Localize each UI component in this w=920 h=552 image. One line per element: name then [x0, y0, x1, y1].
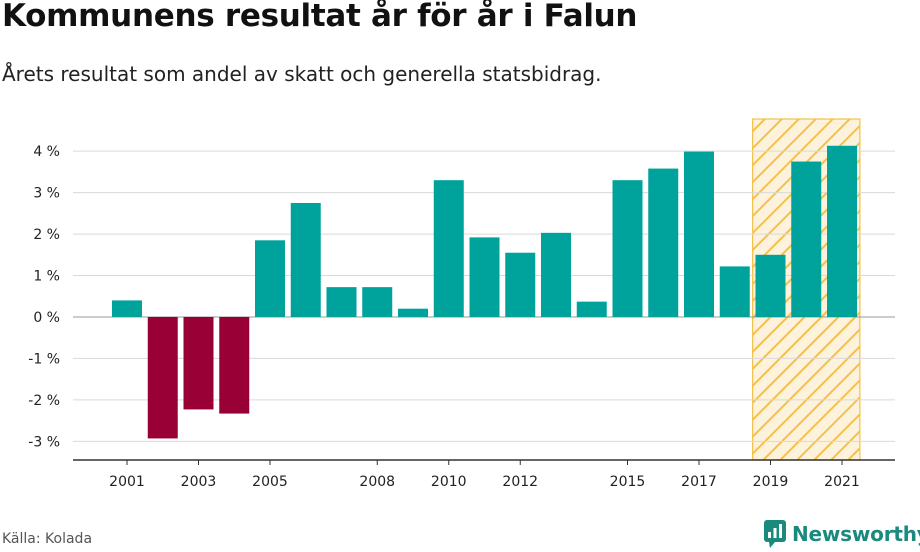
y-tick-label: 3 % [33, 186, 60, 202]
bar [755, 254, 786, 317]
y-tick-label: -2 % [28, 393, 60, 409]
x-tick-label: 2015 [610, 474, 646, 490]
bar [362, 287, 393, 317]
x-tick-label: 2008 [359, 474, 395, 490]
brand-name: Newsworthy [792, 522, 920, 546]
bar [219, 316, 250, 414]
brand-logo: Newsworthy [764, 520, 920, 548]
bar [290, 202, 321, 317]
bar [827, 145, 857, 317]
bar [505, 252, 536, 317]
y-tick-label: 0 % [33, 310, 60, 326]
bar [648, 168, 679, 317]
bar [147, 316, 178, 439]
x-tick-label: 2005 [252, 474, 288, 490]
y-tick-label: -3 % [28, 434, 60, 450]
y-tick-label: -1 % [28, 351, 60, 367]
chart-subtitle: Årets resultat som andel av skatt och ge… [2, 62, 602, 86]
newsworthy-logo-icon [764, 520, 786, 548]
bar [326, 287, 357, 317]
x-tick-label: 2021 [824, 474, 860, 490]
x-tick-label: 2019 [753, 474, 789, 490]
bar [398, 308, 428, 317]
x-tick-label: 2017 [681, 474, 717, 490]
y-tick-label: 1 % [33, 269, 60, 285]
bar [469, 237, 500, 317]
bar [183, 316, 214, 410]
chart-title: Kommunens resultat år för år i Falun [2, 0, 638, 34]
y-tick-label: 4 % [33, 144, 60, 160]
bar [112, 300, 142, 317]
bar [719, 266, 750, 317]
bar [791, 161, 822, 317]
x-tick-label: 2010 [431, 474, 467, 490]
y-tick-label: 2 % [33, 227, 60, 243]
bar [433, 180, 464, 317]
bar [684, 151, 714, 317]
x-tick-label: 2001 [109, 474, 145, 490]
bar [576, 301, 607, 317]
bar [612, 180, 643, 317]
bar [255, 240, 285, 317]
x-tick-label: 2003 [181, 474, 217, 490]
source-note: Källa: Kolada [2, 531, 93, 547]
bar [541, 232, 571, 317]
x-tick-label: 2012 [502, 474, 538, 490]
